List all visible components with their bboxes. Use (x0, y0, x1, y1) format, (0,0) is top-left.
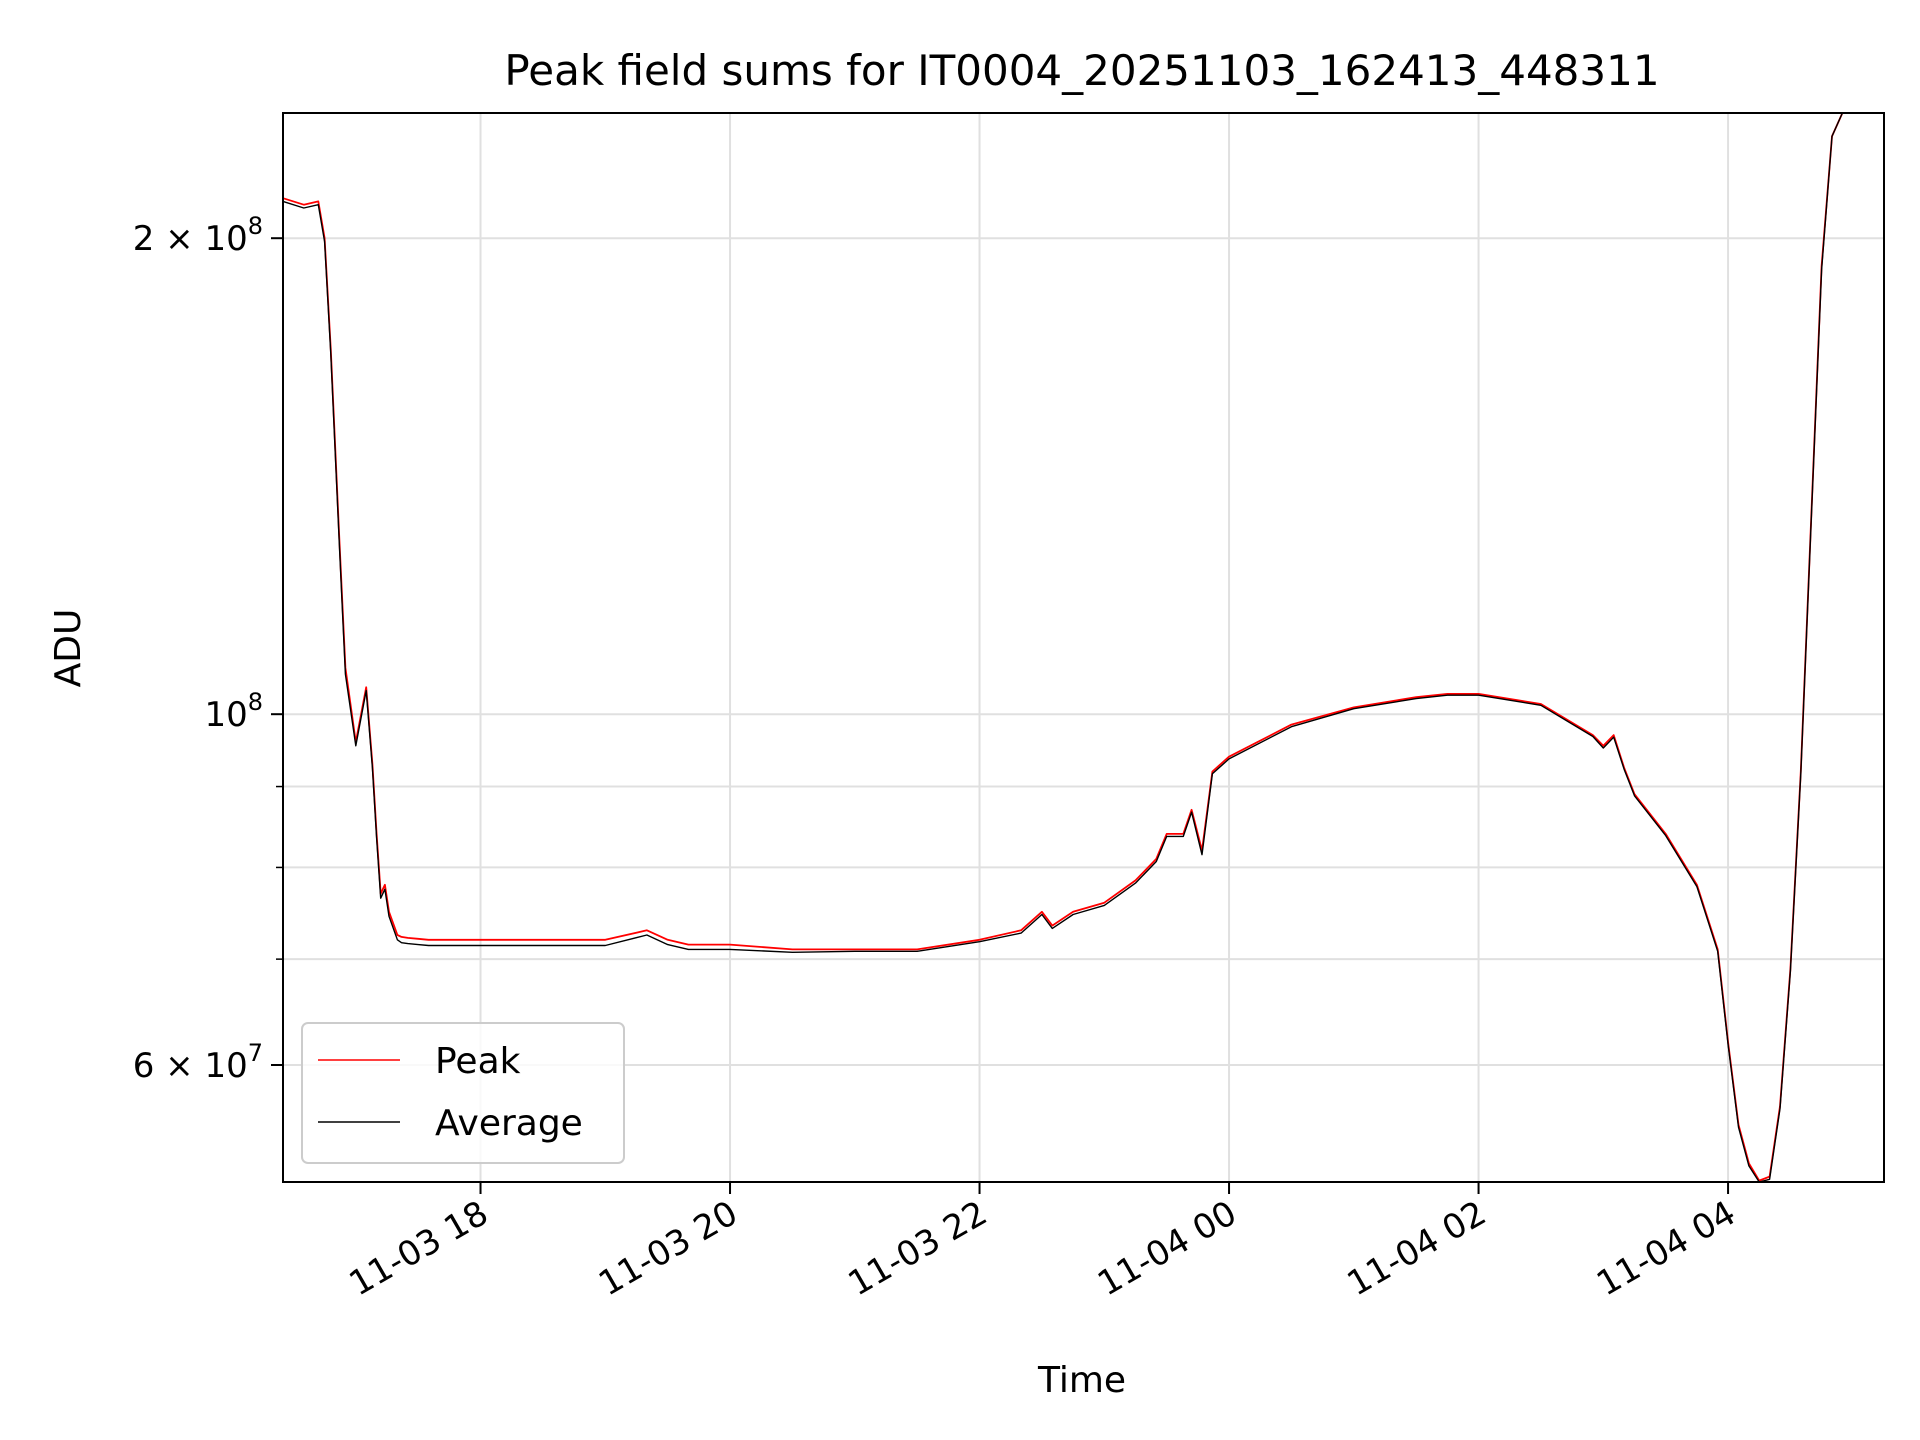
y-axis-label: ADU (48, 609, 89, 688)
chart-title: Peak field sums for IT0004_20251103_1624… (504, 46, 1659, 95)
y-tick-label: 6 × 107 (133, 1039, 263, 1086)
y-tick-label: 2 × 108 (133, 212, 263, 259)
plot-frame (282, 112, 1885, 1183)
plot-area (282, 112, 1884, 1183)
x-axis-label: Time (1037, 1360, 1126, 1401)
series-line-average (282, 112, 1884, 1183)
legend-label-average: Average (435, 1103, 583, 1144)
legend-label-peak: Peak (435, 1041, 521, 1082)
legend-box (301, 1022, 625, 1164)
legend: Peak Average (301, 1022, 625, 1164)
